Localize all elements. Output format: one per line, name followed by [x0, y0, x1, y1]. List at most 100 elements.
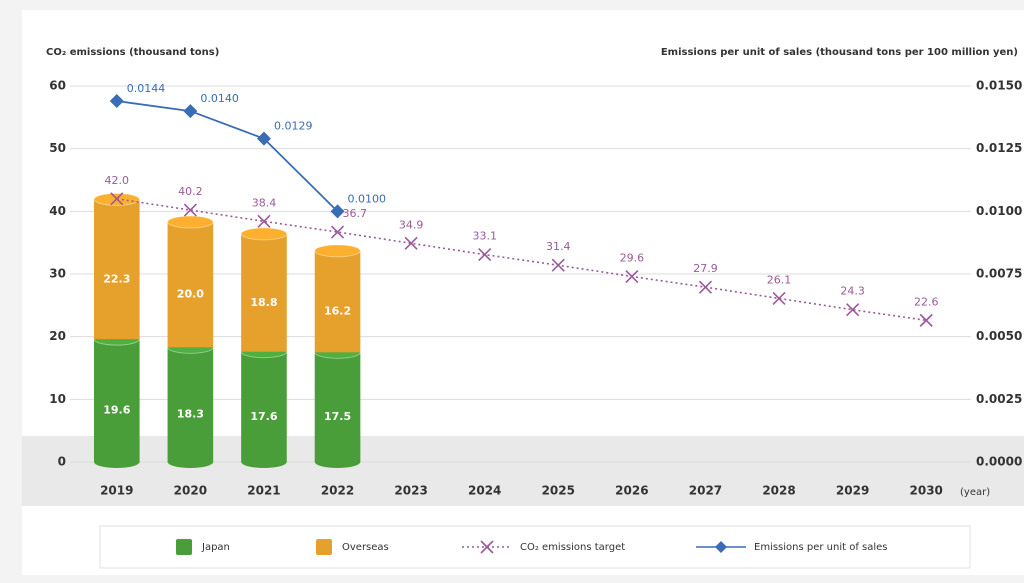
y2-tick-label: 0.0050	[976, 329, 1022, 343]
value-label: 33.1	[472, 230, 497, 243]
legend-label: Japan	[201, 542, 230, 553]
y-tick-label: 10	[49, 392, 66, 406]
legend-marker	[715, 541, 727, 553]
legend-box	[99, 525, 971, 569]
value-label: 24.3	[840, 285, 865, 298]
y2-axis-title: Emissions per unit of sales (thousand to…	[661, 47, 1018, 58]
y-tick-label: 60	[49, 79, 66, 93]
x-axis-unit: (year)	[960, 487, 990, 498]
value-label: 22.6	[914, 295, 939, 308]
marker	[110, 192, 124, 206]
marker	[330, 225, 345, 239]
y-tick-label: 30	[49, 267, 66, 281]
cylinder-base	[167, 456, 214, 468]
marker	[257, 214, 271, 228]
marker-stroke	[772, 291, 786, 306]
marker	[551, 258, 565, 272]
y-tick-label: 0	[58, 455, 66, 469]
line	[116, 100, 339, 212]
value-label: 17.5	[324, 410, 351, 423]
value-label: 19.6	[103, 404, 130, 417]
marker-stroke	[257, 214, 271, 228]
value-label: 17.6	[250, 410, 277, 423]
x-tick-label: 2027	[689, 484, 722, 498]
cylinder-base	[241, 456, 287, 468]
x-tick-label: 2028	[762, 484, 795, 498]
x-tick-label: 2029	[836, 484, 869, 498]
cylinder-base	[93, 456, 140, 468]
y2-tick-label: 0.0100	[976, 204, 1022, 218]
y-axis-title: CO₂ emissions (thousand tons)	[46, 47, 219, 58]
legend-swatch	[176, 539, 192, 555]
value-label: 29.6	[620, 252, 645, 265]
y-tick-label: 20	[49, 329, 66, 343]
marker	[772, 291, 786, 306]
bar-segment	[241, 351, 287, 462]
marker-stroke	[404, 236, 418, 250]
value-label: 40.2	[178, 185, 203, 198]
y-tick-label: 50	[49, 141, 66, 155]
value-label: 0.0129	[274, 120, 313, 133]
bar-segment	[314, 250, 361, 353]
x-tick-label: 2022	[321, 484, 354, 498]
value-label: 42.0	[105, 174, 130, 187]
marker	[330, 204, 345, 219]
marker	[698, 280, 713, 294]
cylinder-top	[167, 215, 214, 229]
legend-label: Emissions per unit of sales	[754, 542, 888, 553]
marker-stroke	[919, 313, 933, 327]
marker-stroke	[110, 192, 124, 206]
marker	[256, 131, 271, 146]
bar-segment	[93, 339, 140, 462]
legend-swatch	[316, 539, 332, 555]
value-label: 22.3	[103, 272, 130, 285]
x-tick-label: 2019	[100, 484, 133, 498]
y2-tick-label: 0.0075	[976, 267, 1022, 281]
bar-segment	[241, 233, 287, 352]
marker	[183, 203, 197, 217]
marker	[183, 104, 198, 119]
bar-segment	[167, 347, 214, 462]
x-tick-label: 2020	[174, 484, 207, 498]
x-tick-label: 2030	[910, 484, 943, 498]
marker	[846, 303, 860, 317]
x-tick-label: 2024	[468, 484, 501, 498]
value-label: 18.3	[177, 408, 204, 421]
marker-stroke	[330, 225, 345, 239]
legend-marker	[480, 540, 494, 554]
y2-tick-label: 0.0000	[976, 455, 1022, 469]
y-tick-label: 40	[49, 204, 66, 218]
x-tick-label: 2021	[247, 484, 280, 498]
value-label: 0.0100	[348, 192, 387, 205]
marker-stroke	[478, 248, 492, 262]
bar-segment	[167, 221, 214, 348]
marker-stroke	[698, 280, 713, 294]
cylinder-top	[240, 227, 288, 241]
value-label: 27.9	[693, 262, 718, 275]
y2-tick-label: 0.0025	[976, 392, 1022, 406]
value-label: 36.7	[343, 207, 368, 220]
marker	[625, 269, 639, 284]
value-label: 18.8	[250, 296, 277, 309]
marker-stroke	[551, 258, 565, 272]
bar-segment	[93, 199, 140, 340]
y2-tick-label: 0.0150	[976, 79, 1022, 93]
marker	[478, 248, 492, 262]
marker-stroke	[846, 303, 860, 317]
x-tick-label: 2026	[615, 484, 648, 498]
value-label: 34.9	[399, 218, 424, 231]
legend-label: Overseas	[342, 542, 389, 553]
x-tick-label: 2023	[394, 484, 427, 498]
value-label: 38.4	[252, 196, 277, 209]
value-label: 26.1	[767, 273, 792, 286]
value-label: 0.0140	[200, 92, 239, 105]
value-label: 16.2	[324, 305, 351, 318]
cylinder-top	[314, 244, 361, 258]
marker-stroke	[183, 203, 197, 217]
value-label: 20.0	[177, 288, 204, 301]
marker	[919, 313, 933, 327]
line	[116, 198, 927, 322]
marker	[109, 94, 124, 109]
value-label: 31.4	[546, 240, 571, 253]
